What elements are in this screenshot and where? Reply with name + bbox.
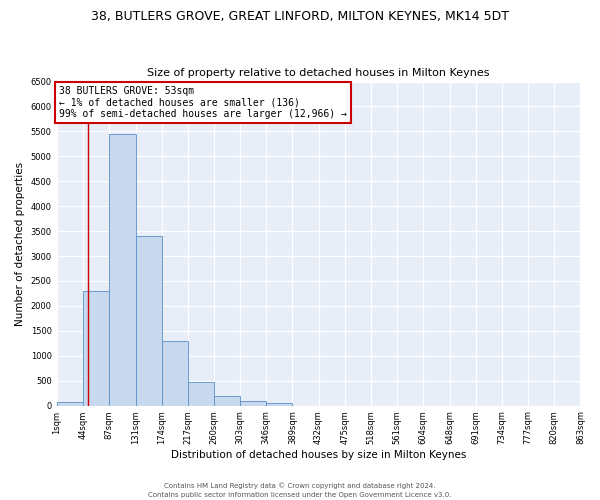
Bar (56, 402, 83, 406)
Bar (161, 341, 188, 406)
Text: 38 BUTLERS GROVE: 53sqm
← 1% of detached houses are smaller (136)
99% of semi-de: 38 BUTLERS GROVE: 53sqm ← 1% of detached… (59, 86, 347, 118)
Title: Size of property relative to detached houses in Milton Keynes: Size of property relative to detached ho… (147, 68, 490, 78)
Y-axis label: Number of detached properties: Number of detached properties (15, 162, 25, 326)
Bar (136, 236, 161, 406)
Text: Contains public sector information licensed under the Open Government Licence v3: Contains public sector information licen… (148, 492, 452, 498)
Bar (266, 403, 292, 406)
Text: Contains HM Land Registry data © Crown copyright and database right 2024.: Contains HM Land Registry data © Crown c… (164, 482, 436, 489)
Bar (83, 291, 109, 406)
Bar (109, 134, 136, 406)
Bar (240, 402, 266, 406)
X-axis label: Distribution of detached houses by size in Milton Keynes: Distribution of detached houses by size … (171, 450, 466, 460)
Text: 38, BUTLERS GROVE, GREAT LINFORD, MILTON KEYNES, MK14 5DT: 38, BUTLERS GROVE, GREAT LINFORD, MILTON… (91, 10, 509, 23)
Bar (188, 382, 214, 406)
Bar (214, 396, 240, 406)
